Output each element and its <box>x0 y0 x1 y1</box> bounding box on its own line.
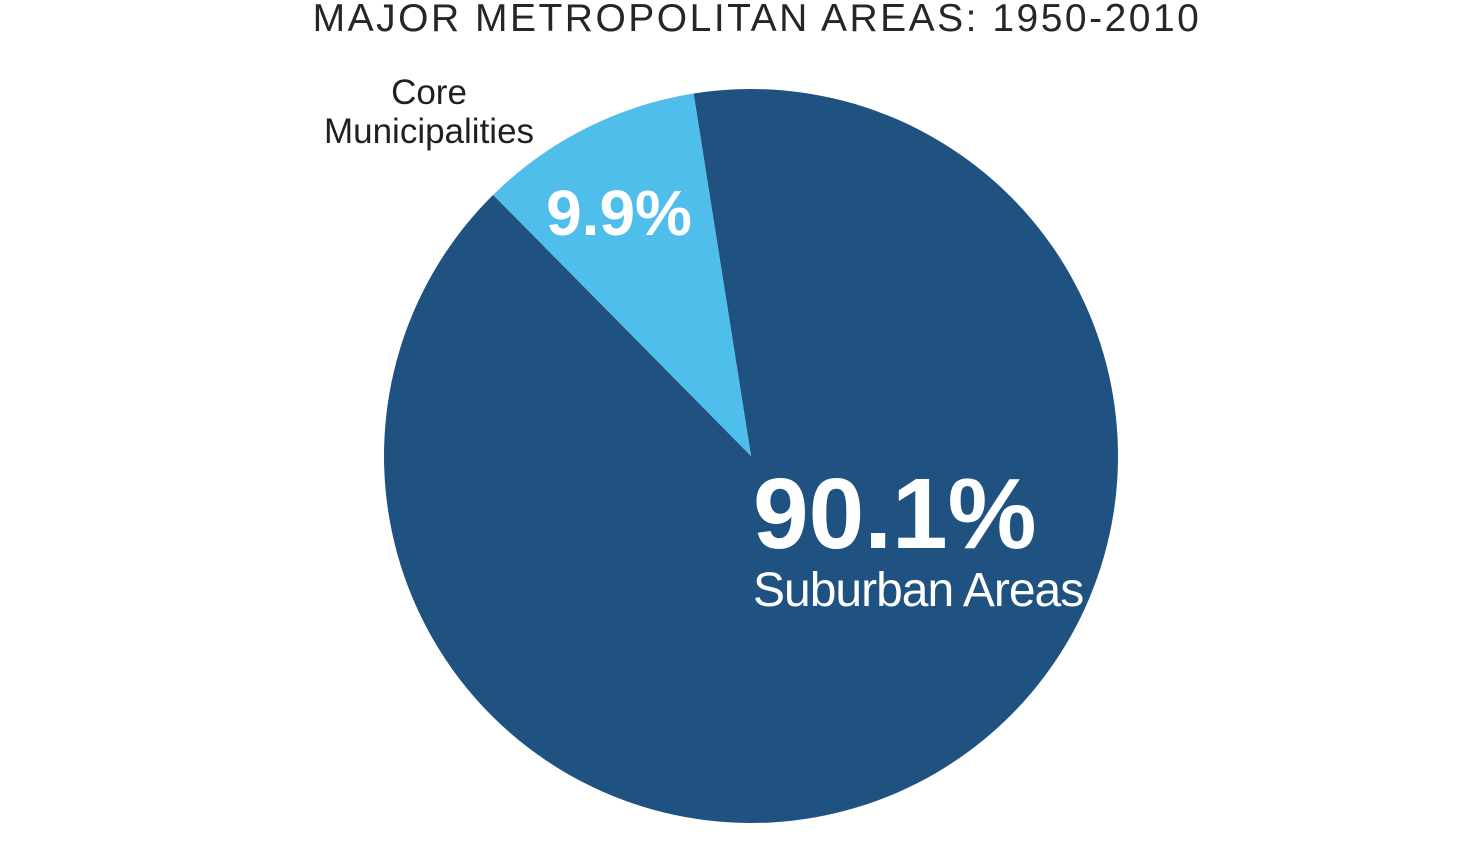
value-suburban-areas-pct: 90.1% <box>753 458 1037 570</box>
label-suburban-areas: Suburban Areas <box>753 564 1084 617</box>
suburban-label-block: 90.1% Suburban Areas <box>753 458 1084 618</box>
slice-suburban-areas <box>384 89 1119 824</box>
label-core-municipalities: Core Municipalities <box>323 73 535 151</box>
slice-core-municipalities <box>493 93 751 457</box>
chart-title: MAJOR METROPOLITAN AREAS: 1950-2010 <box>312 0 1202 40</box>
value-core-municipalities-pct: 9.9% <box>546 177 692 249</box>
